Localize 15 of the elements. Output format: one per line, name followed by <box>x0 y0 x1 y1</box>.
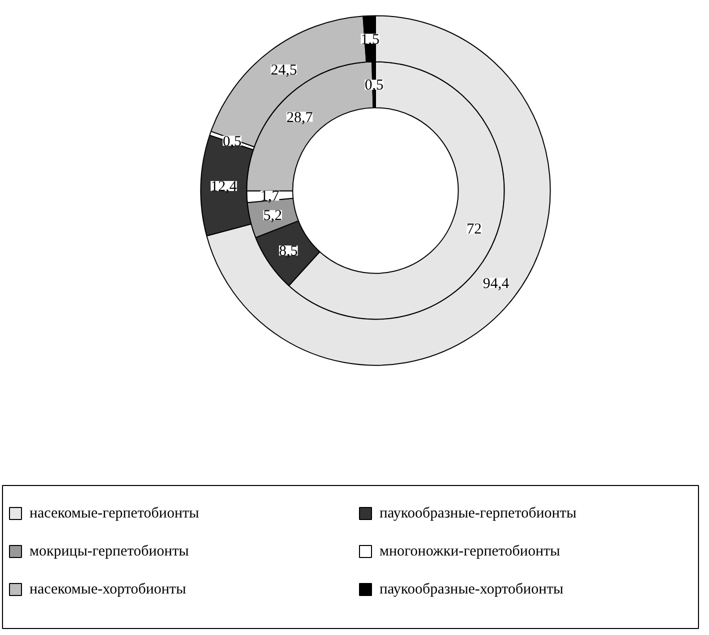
data-label: 5,2 <box>263 208 282 224</box>
data-label: 1,5 <box>360 32 380 48</box>
data-label: 94,4 <box>482 276 510 292</box>
data-label: 24,5 <box>270 62 297 78</box>
data-label: 72 <box>466 222 482 238</box>
legend-label: насекомые-хортобионты <box>30 582 186 598</box>
legend-label: паукообразные-герпетобионты <box>380 506 576 522</box>
legend-label: многоножки-герпетобионты <box>380 544 560 560</box>
legend-label: мокрицы-герпетобионты <box>30 544 189 560</box>
legend-label: насекомые-герпетобионты <box>30 506 200 522</box>
data-label: 0,5 <box>222 134 242 150</box>
data-label: 0,5 <box>364 78 384 94</box>
data-label: 1,7 <box>260 188 280 205</box>
data-label: 28,7 <box>286 110 314 126</box>
legend-label: паукообразные-хортобионты <box>380 582 564 598</box>
